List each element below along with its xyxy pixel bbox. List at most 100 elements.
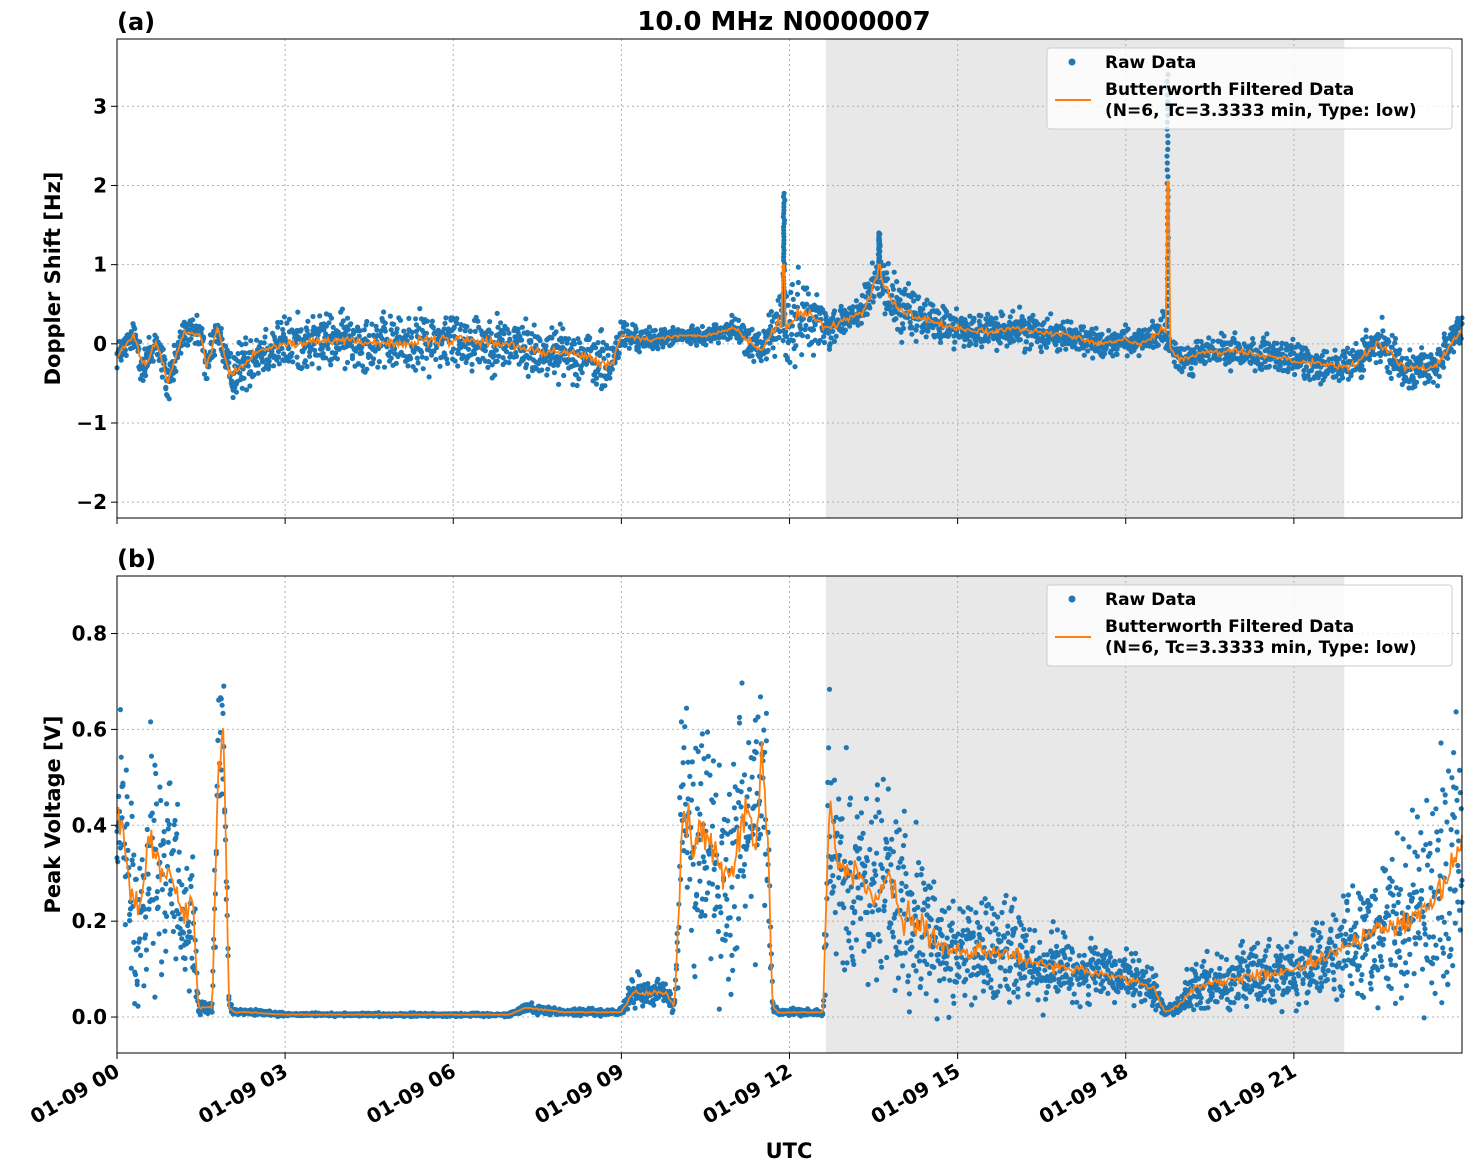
raw-data-point: [254, 337, 260, 343]
raw-data-point: [140, 377, 146, 383]
raw-data-point: [495, 324, 501, 330]
raw-data-point: [687, 773, 693, 780]
raw-data-point: [162, 357, 168, 363]
raw-data-point: [155, 904, 161, 910]
raw-data-point: [1000, 312, 1006, 318]
raw-data-point: [741, 772, 748, 778]
raw-data-point: [513, 349, 519, 356]
raw-data-point: [128, 800, 134, 806]
raw-data-point: [911, 292, 918, 298]
raw-data-point: [302, 358, 308, 364]
raw-data-point: [1076, 346, 1082, 352]
y-axis-label-doppler: Doppler Shift [Hz]: [41, 172, 65, 386]
raw-data-point: [712, 335, 718, 341]
raw-data-point: [1366, 357, 1373, 363]
raw-data-point: [143, 947, 149, 953]
raw-data-point: [376, 359, 382, 365]
raw-data-point: [1164, 167, 1170, 173]
raw-data-point: [891, 269, 897, 275]
raw-data-point: [1451, 349, 1457, 355]
raw-data-point: [323, 355, 329, 361]
raw-data-point: [789, 309, 795, 315]
raw-data-point: [865, 281, 871, 287]
raw-data-point: [230, 394, 236, 401]
raw-data-point: [700, 854, 706, 860]
raw-data-point: [129, 857, 135, 863]
raw-data-point: [455, 363, 461, 369]
raw-data-point: [169, 901, 175, 907]
raw-data-point: [978, 313, 984, 319]
raw-data-point: [178, 916, 184, 922]
raw-data-point: [251, 372, 257, 378]
raw-data-point: [420, 366, 426, 372]
y-tick-label: −2: [76, 490, 107, 514]
raw-data-point: [355, 361, 361, 367]
raw-data-point: [144, 826, 150, 833]
y-tick-label: 2: [93, 173, 107, 197]
raw-data-point: [401, 328, 407, 334]
raw-data-point: [408, 356, 414, 362]
raw-data-point: [241, 375, 247, 381]
raw-data-point: [699, 731, 706, 737]
raw-data-point: [746, 740, 752, 746]
raw-data-point: [804, 301, 810, 307]
raw-data-point: [262, 334, 268, 340]
raw-data-point: [768, 309, 775, 315]
raw-data-point: [138, 952, 144, 959]
raw-data-point: [243, 341, 249, 347]
raw-data-point: [882, 311, 888, 317]
raw-data-point: [1011, 338, 1017, 344]
raw-data-point: [899, 339, 905, 345]
raw-data-point: [919, 329, 925, 335]
raw-data-point: [1099, 331, 1105, 337]
raw-data-point: [1250, 336, 1256, 342]
raw-data-point: [553, 329, 559, 335]
raw-data-point: [215, 322, 221, 328]
raw-data-point: [678, 719, 685, 725]
raw-data-point: [655, 976, 661, 982]
raw-data-point: [330, 324, 336, 330]
raw-data-point: [186, 929, 192, 935]
raw-data-point: [163, 881, 169, 887]
raw-data-point: [751, 358, 757, 364]
raw-data-point: [607, 370, 613, 376]
raw-data-point: [1407, 347, 1413, 353]
raw-data-point: [1165, 133, 1171, 139]
raw-data-point: [736, 714, 743, 721]
raw-data-point: [1025, 333, 1031, 339]
raw-data-point: [731, 805, 738, 811]
raw-data-point: [374, 327, 380, 333]
raw-data-point: [1179, 369, 1185, 375]
raw-data-point: [1007, 314, 1013, 320]
raw-data-point: [909, 331, 915, 337]
raw-data-point: [454, 315, 460, 322]
raw-data-point: [916, 294, 922, 300]
raw-data-point: [1392, 336, 1399, 342]
raw-data-point: [259, 359, 266, 365]
raw-data-point: [266, 363, 272, 369]
raw-data-point: [1081, 352, 1087, 358]
raw-data-point: [242, 350, 248, 356]
raw-data-point: [1278, 345, 1284, 351]
raw-data-point: [1057, 347, 1063, 353]
raw-data-point: [795, 264, 801, 270]
raw-data-point: [408, 334, 414, 340]
raw-data-point: [677, 795, 683, 801]
raw-data-point: [167, 891, 173, 897]
raw-data-point: [854, 317, 860, 323]
raw-data-point: [718, 910, 724, 916]
raw-data-point: [722, 937, 728, 943]
raw-data-point: [1377, 358, 1383, 365]
raw-data-point: [549, 335, 555, 341]
raw-data-point: [914, 323, 920, 329]
raw-data-point: [593, 345, 599, 351]
raw-data-point: [1136, 353, 1142, 359]
raw-data-point: [132, 972, 139, 978]
raw-data-point: [704, 729, 711, 735]
raw-data-point: [853, 298, 860, 304]
raw-data-point: [513, 353, 520, 359]
raw-data-point: [1022, 346, 1028, 352]
raw-data-point: [173, 956, 179, 962]
raw-data-point: [433, 356, 439, 363]
